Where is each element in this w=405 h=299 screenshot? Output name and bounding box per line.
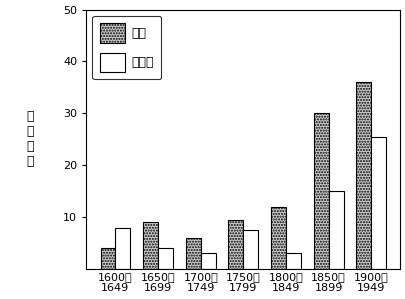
Text: 灭
绝
种
数: 灭 绝 种 数 bbox=[26, 110, 33, 168]
Bar bbox=[228, 220, 243, 269]
Bar bbox=[185, 238, 200, 269]
Bar bbox=[200, 254, 215, 269]
Bar bbox=[100, 248, 115, 269]
Bar bbox=[328, 191, 343, 269]
Bar bbox=[243, 230, 258, 269]
Bar bbox=[158, 248, 173, 269]
Bar bbox=[285, 254, 300, 269]
Bar bbox=[370, 137, 385, 269]
Legend: 鸟类, 哺乳类: 鸟类, 哺乳类 bbox=[92, 16, 161, 80]
Bar bbox=[356, 82, 370, 269]
Bar bbox=[271, 207, 285, 269]
Bar bbox=[143, 222, 158, 269]
Bar bbox=[313, 113, 328, 269]
Bar bbox=[115, 228, 130, 269]
